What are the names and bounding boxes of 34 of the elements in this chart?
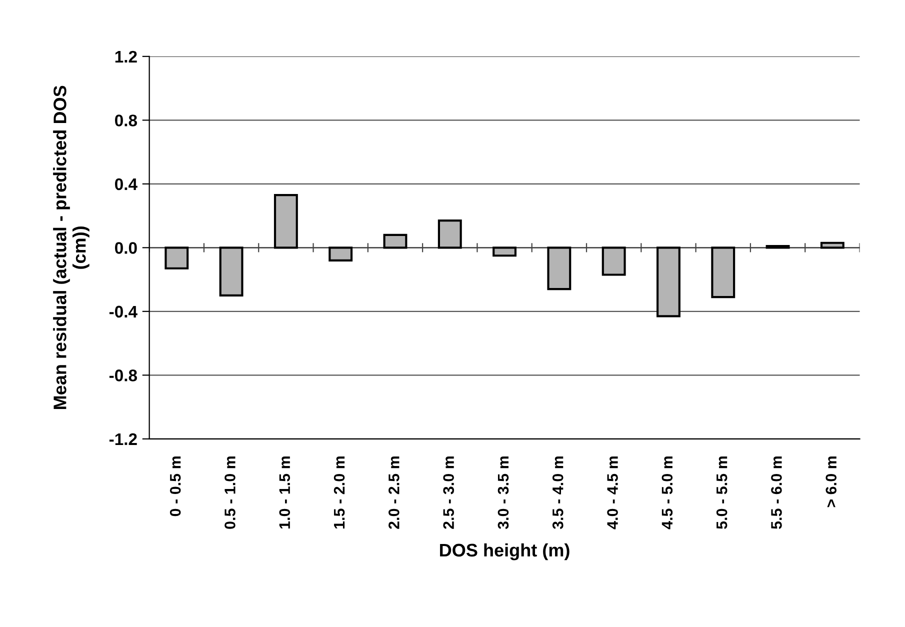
x-tick-label: 3.0 - 3.5 m — [498, 456, 509, 530]
x-tick-label: 3.5 - 4.0 m — [552, 456, 564, 530]
y-tick-label: -0.8 — [109, 370, 138, 382]
x-tick-label: 0 - 0.5 m — [170, 456, 181, 516]
y-tick-label: 0.0 — [115, 242, 137, 254]
x-tick-label: 4.5 - 5.0 m — [662, 456, 673, 530]
x-tick-label: 4.0 - 4.5 m — [607, 456, 618, 530]
bar — [328, 246, 353, 262]
x-tick-label: 5.0 - 5.5 m — [716, 456, 728, 529]
x-tick-label: 0.5 - 1.0 m — [224, 456, 236, 529]
x-tick-label: 1.5 - 2.0 m — [334, 456, 345, 528]
bar — [820, 242, 844, 249]
x-tick-label: 5.5 - 6.0 m — [771, 456, 782, 529]
bar — [602, 246, 626, 276]
y-tick-label: 1.2 — [115, 50, 137, 62]
bar — [547, 246, 572, 290]
bar — [656, 246, 680, 318]
x-axis-title: DOS height (m) — [440, 543, 570, 560]
y-axis-title: Mean residual (actual - predicted DOS (cm)) — [53, 86, 90, 409]
bar — [492, 246, 517, 257]
bar — [164, 246, 189, 270]
y-tick-label: 0.8 — [115, 114, 138, 126]
x-tick-label: 1.0 - 1.5 m — [279, 456, 290, 528]
x-tick-label: 2.5 - 3.0 m — [443, 456, 454, 529]
bar — [274, 194, 298, 249]
y-tick-label: 0.4 — [115, 178, 138, 190]
bar — [711, 246, 736, 298]
x-tick-label: 2.0 - 2.5 m — [388, 456, 400, 529]
bar — [219, 246, 244, 297]
y-tick-label: -1.2 — [109, 433, 137, 445]
bar — [438, 220, 462, 249]
y-tick-label: -0.4 — [109, 306, 138, 318]
x-tick-label: > 6.0 m — [826, 456, 837, 508]
bar — [383, 234, 408, 249]
